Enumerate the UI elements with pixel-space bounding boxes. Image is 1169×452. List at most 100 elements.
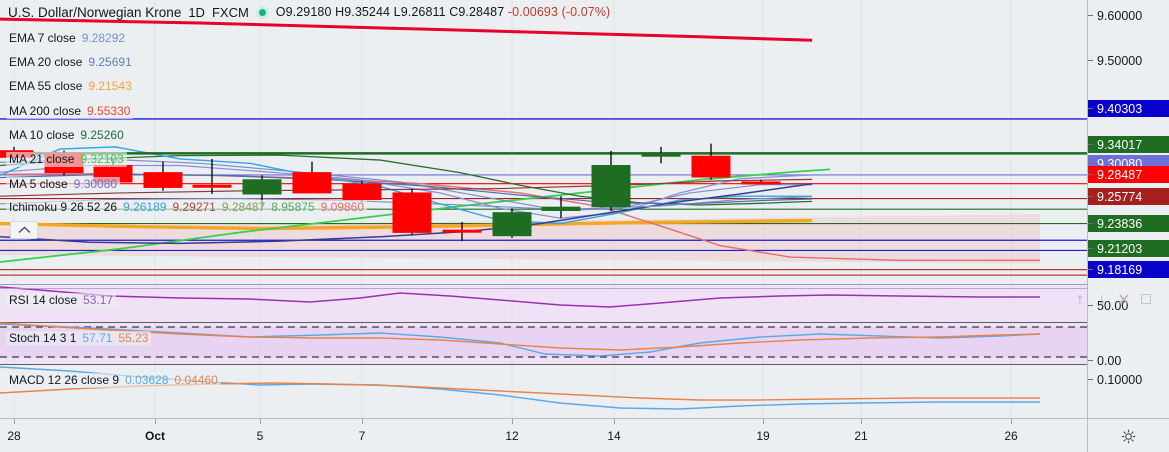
price-axis-tag[interactable]: 9.21203: [1088, 240, 1169, 257]
arrow-up-icon[interactable]: ↑: [1076, 291, 1084, 308]
price-axis-tick[interactable]: 0.00: [1088, 352, 1169, 369]
legend-value: 0.03628: [125, 373, 169, 387]
legend-row-ma-10-close[interactable]: MA 10 close 9.25260: [6, 128, 127, 143]
price-axis-tick[interactable]: 9.50000: [1088, 52, 1169, 69]
candle-body: [192, 184, 232, 188]
stoch-band: [0, 327, 1087, 357]
time-axis-gridmark: [155, 419, 156, 424]
tick-dash: [1088, 144, 1093, 145]
candle[interactable]: [192, 158, 232, 195]
tick-dash: [1088, 248, 1093, 249]
candle[interactable]: [641, 146, 681, 164]
chart-title-bar: U.S. Dollar/Norwegian Krone 1D FXCM O9.2…: [8, 2, 610, 22]
legend-row-ichimoku-9-26-52-26[interactable]: Ichimoku 9 26 52 26 9.26189 9.29271 9.28487…: [6, 200, 368, 215]
legend-value: 9.25691: [88, 55, 132, 69]
stoch-chart-svg: [0, 322, 1087, 365]
legend-row-ema-7-close[interactable]: EMA 7 close 9.28292: [6, 31, 129, 46]
price-axis-label: 0.00: [1097, 353, 1122, 368]
candle[interactable]: [741, 179, 781, 185]
price-axis-tag[interactable]: 9.18169: [1088, 261, 1169, 278]
candle[interactable]: [691, 143, 731, 180]
tick-dash: [1088, 196, 1093, 197]
interval-label[interactable]: 1D: [188, 4, 205, 20]
price-axis-tag[interactable]: 9.28487: [1088, 166, 1169, 183]
tick-dash: [1088, 305, 1093, 306]
ema55-line: [0, 218, 813, 231]
candle[interactable]: [392, 189, 432, 235]
candle[interactable]: [143, 161, 183, 191]
candle[interactable]: [342, 180, 382, 202]
candle[interactable]: [541, 196, 581, 219]
legend-row-ma-5-close[interactable]: MA 5 close 9.30080: [6, 177, 121, 192]
price-axis-tag[interactable]: 9.40303: [1088, 100, 1169, 117]
ohlc-text: O9.29180 H9.35244 L9.26811 C9.28487: [275, 5, 505, 19]
legend-row-macd-12-26-close-9[interactable]: MACD 12 26 close 9 0.03628 0.04460: [6, 373, 221, 388]
candle-body: [492, 212, 532, 237]
candle-body: [392, 192, 432, 233]
axis-settings-corner[interactable]: [1087, 419, 1169, 452]
maximize-icon[interactable]: □: [1141, 291, 1151, 308]
candle[interactable]: [591, 150, 631, 212]
time-axis-tick[interactable]: 12: [505, 429, 519, 443]
pane-toolbar[interactable]: ↑ ↓ ✕ □: [1069, 290, 1157, 310]
legend-value: 9.25260: [80, 128, 124, 142]
candle[interactable]: [292, 161, 332, 194]
time-axis-tick[interactable]: 26: [1004, 429, 1018, 443]
candle-body: [143, 172, 183, 188]
stoch-pane[interactable]: [0, 322, 1087, 365]
legend-label: MA 200 close: [9, 104, 82, 118]
legend-row-stoch-14-3-1[interactable]: Stoch 14 3 1 57.71 55.23: [6, 331, 152, 346]
exchange-label[interactable]: FXCM: [211, 4, 249, 20]
legend-row-rsi-14-close[interactable]: RSI 14 close 53.17: [6, 293, 117, 308]
legend-row-ema-55-close[interactable]: EMA 55 close 9.21543: [6, 79, 135, 94]
pane-divider-3: [0, 364, 1087, 365]
legend-label: EMA 55 close: [9, 79, 83, 93]
candle[interactable]: [492, 208, 532, 238]
symbol-name[interactable]: U.S. Dollar/Norwegian Krone: [8, 4, 182, 20]
time-axis-gridmark: [614, 419, 615, 424]
price-axis-tick[interactable]: 0.10000: [1088, 371, 1169, 388]
time-axis-tick[interactable]: 28: [7, 429, 21, 443]
price-axis-tag[interactable]: 9.23836: [1088, 215, 1169, 232]
price-axis-label: 9.34017: [1097, 137, 1143, 152]
candle-body: [292, 172, 332, 194]
legend-label: EMA 7 close: [9, 31, 76, 45]
price-axis-label: 9.40303: [1097, 101, 1143, 116]
legend-value: 55.23: [118, 331, 149, 345]
time-axis-tick[interactable]: 21: [854, 429, 868, 443]
time-axis-tick[interactable]: 5: [256, 429, 264, 443]
ma200-line: [0, 17, 813, 42]
legend-value: 57.71: [82, 331, 113, 345]
rsi-pane[interactable]: [0, 285, 1087, 323]
price-axis-label: 0.10000: [1097, 372, 1143, 387]
legend-row-ma-21-close[interactable]: MA 21 close 9.32103: [6, 152, 127, 167]
price-axis-label: 9.60000: [1097, 8, 1143, 23]
candle[interactable]: [242, 175, 282, 209]
gear-icon[interactable]: [1121, 429, 1136, 444]
legend-label: MACD 12 26 close 9: [9, 373, 120, 387]
candle-body: [242, 179, 282, 195]
legend-row-ema-20-close[interactable]: EMA 20 close 9.25691: [6, 55, 135, 70]
price-axis[interactable]: 9.60000 9.50000 9.40303 9.34017 9.30080 9.284…: [1087, 0, 1169, 418]
time-axis-tick[interactable]: 14: [607, 429, 621, 443]
legend-label: MA 21 close: [9, 152, 75, 166]
legend-label: EMA 20 close: [9, 55, 83, 69]
ema7-line: [0, 158, 813, 212]
price-axis-tick[interactable]: 9.60000: [1088, 7, 1169, 24]
legend-row-ma-200-close[interactable]: MA 200 close 9.55330: [6, 104, 134, 119]
arrow-down-icon[interactable]: ↓: [1098, 291, 1106, 308]
close-icon[interactable]: ✕: [1117, 292, 1131, 309]
price-axis-label: 9.25774: [1097, 189, 1143, 204]
time-axis-tick[interactable]: 7: [358, 429, 366, 443]
price-pane[interactable]: [0, 0, 1087, 285]
time-axis-tick[interactable]: 19: [756, 429, 770, 443]
price-axis-tick[interactable]: 50.00: [1088, 297, 1169, 314]
candle[interactable]: [442, 221, 482, 242]
price-axis-tag[interactable]: 9.34017: [1088, 136, 1169, 153]
time-axis[interactable]: 28 Oct 5 7 12 14 19 21 26: [0, 418, 1169, 452]
time-axis-tick[interactable]: Oct: [144, 429, 166, 443]
legend-label: MA 5 close: [9, 177, 68, 191]
chevron-up-icon[interactable]: [10, 221, 38, 239]
pane-divider-2: [0, 322, 1087, 323]
price-axis-tag[interactable]: 9.25774: [1088, 188, 1169, 205]
